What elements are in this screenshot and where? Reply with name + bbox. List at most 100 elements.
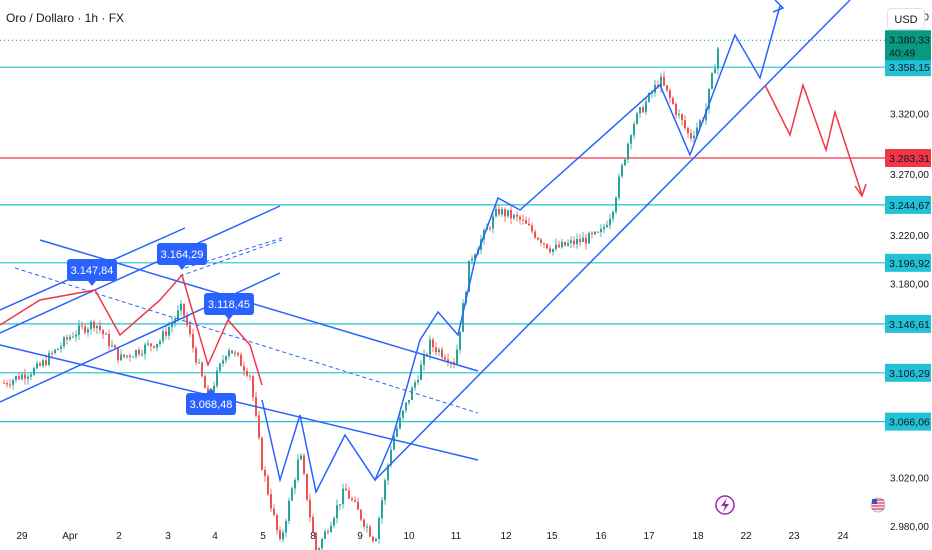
price-level-badge[interactable] — [885, 363, 931, 382]
projection-path-bull[interactable] — [261, 5, 781, 495]
candle-body — [459, 331, 461, 350]
candle-body — [186, 315, 188, 326]
candle-body — [99, 325, 101, 330]
candle-body — [336, 505, 338, 519]
candle-body — [84, 326, 86, 333]
candle-body — [441, 349, 443, 358]
candle-body — [582, 237, 584, 243]
candle-body — [162, 331, 164, 342]
candle-body — [546, 243, 548, 249]
candle-body — [573, 240, 575, 245]
price-level-label: 3.066,06 — [889, 417, 930, 429]
price-level-badge[interactable] — [885, 149, 931, 167]
price-callout[interactable] — [186, 393, 236, 415]
price-level-badge[interactable] — [885, 412, 931, 431]
candle-body — [468, 260, 470, 292]
x-axis-tick: 3 — [165, 531, 171, 542]
candle-body — [390, 449, 392, 465]
candle-body — [315, 532, 317, 550]
candle-body — [45, 360, 47, 365]
candle-body — [708, 88, 710, 109]
candle-body — [9, 384, 11, 386]
x-axis-tick: 11 — [451, 531, 462, 542]
callout-label: 3.118,45 — [208, 299, 250, 311]
channel-midline[interactable] — [14, 267, 479, 414]
candle-body — [147, 343, 149, 345]
candle-body — [423, 354, 425, 365]
candle-body — [594, 231, 596, 235]
price-callout[interactable] — [67, 259, 117, 281]
candle-body — [420, 364, 422, 380]
swing-path-red[interactable] — [0, 273, 263, 386]
currency-button[interactable]: USD — [887, 8, 925, 30]
candle-body — [114, 345, 116, 348]
projection-path-bear[interactable] — [764, 82, 863, 196]
trend-line[interactable] — [374, 0, 851, 481]
candle-body — [363, 519, 365, 527]
candle-body — [288, 500, 290, 522]
candle-body — [414, 382, 416, 388]
candle-body — [333, 518, 335, 526]
candle-body — [111, 345, 113, 347]
candle-body — [405, 402, 407, 411]
candle-body — [675, 103, 677, 115]
candle-body — [447, 359, 449, 363]
candle-body — [630, 135, 632, 144]
candle-body — [507, 210, 509, 217]
current-price-badge[interactable] — [885, 30, 931, 61]
x-axis-tick: 22 — [740, 531, 752, 542]
candle-body — [216, 370, 218, 386]
candle-body — [294, 479, 296, 489]
candle-body — [51, 353, 53, 355]
candle-body — [318, 548, 320, 550]
price-level-badge[interactable] — [885, 58, 931, 77]
candle-body — [159, 341, 161, 344]
candle-body — [399, 417, 401, 429]
candle-body — [180, 303, 182, 311]
x-axis-tick: 29 — [16, 531, 28, 542]
x-axis-tick: 17 — [643, 531, 655, 542]
candle-body — [711, 73, 713, 89]
candle-body — [240, 354, 242, 366]
candle-body — [360, 509, 362, 520]
candle-body — [714, 68, 716, 74]
candle-body — [60, 346, 62, 349]
candle-body — [75, 334, 77, 337]
price-callout[interactable] — [204, 293, 254, 315]
trend-line[interactable] — [0, 344, 479, 461]
candle-body — [72, 336, 74, 338]
candle-body — [78, 325, 80, 335]
candle-body — [396, 428, 398, 437]
candle-body — [612, 211, 614, 219]
candle-body — [522, 219, 524, 221]
candle-body — [222, 360, 224, 364]
price-level-badge[interactable] — [885, 195, 931, 214]
candle-body — [402, 410, 404, 418]
candle-body — [588, 232, 590, 244]
candle-body — [561, 241, 563, 248]
candle-body — [246, 370, 248, 376]
price-level-badge[interactable] — [885, 314, 931, 333]
candle-body — [207, 388, 209, 394]
lightning-icon[interactable] — [715, 495, 735, 515]
candle-body — [69, 336, 71, 340]
candle-body — [213, 385, 215, 393]
candle-body — [687, 127, 689, 134]
candle-body — [645, 101, 647, 113]
candle-body — [48, 353, 50, 365]
us-flag-icon[interactable] — [870, 497, 886, 513]
candle-body — [6, 382, 8, 385]
price-callout[interactable] — [157, 243, 207, 265]
candle-body — [195, 348, 197, 363]
candle-body — [132, 356, 134, 358]
candle-body — [576, 239, 578, 245]
candle-body — [666, 85, 668, 91]
candle-body — [489, 227, 491, 229]
x-axis-tick: 8 — [310, 531, 316, 542]
candle-body — [18, 376, 20, 380]
price-level-badge[interactable] — [885, 253, 931, 272]
candle-body — [408, 400, 410, 403]
candle-body — [432, 339, 434, 348]
candle-body — [558, 244, 560, 248]
